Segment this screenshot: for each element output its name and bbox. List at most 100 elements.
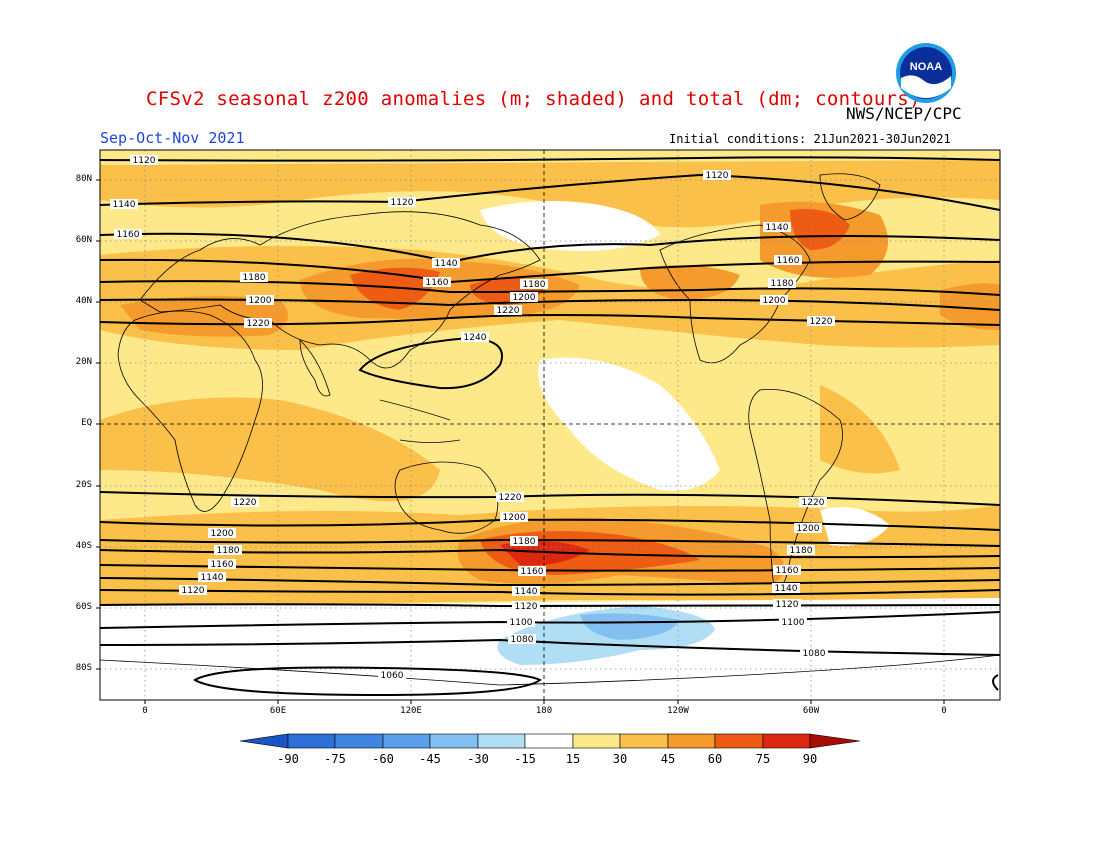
colorbar	[239, 733, 861, 749]
contour-label: 1100	[507, 617, 535, 628]
colorbar-label: 45	[660, 752, 676, 766]
colorbar-label: -90	[277, 752, 299, 766]
contour-label: 1160	[518, 566, 546, 577]
svg-text:1180: 1180	[523, 280, 546, 290]
colorbar-swatch	[429, 733, 479, 749]
lat-label: 80N	[75, 174, 92, 184]
colorbar-swatch	[762, 733, 811, 749]
contour-label: 1220	[494, 305, 522, 316]
contour-label: 1120	[773, 599, 801, 610]
lon-label: 180	[535, 706, 553, 716]
contour-label: 1080	[800, 648, 828, 659]
svg-text:1080: 1080	[803, 649, 826, 659]
colorbar-right-arrow	[809, 733, 861, 749]
contour-label: 1120	[703, 170, 731, 181]
svg-text:NOAA: NOAA	[910, 61, 942, 73]
chart-title: CFSv2 seasonal z200 anomalies (m; shaded…	[146, 88, 921, 110]
contour-labels: 1120 1120 1120 1140 1140 1140 1160 1160 …	[110, 155, 835, 681]
lon-label: 0	[941, 706, 947, 716]
contour-label: 1180	[510, 536, 538, 547]
contour-label: 1120	[512, 601, 540, 612]
colorbar-label: -45	[419, 752, 441, 766]
colorbar-label: -60	[372, 752, 394, 766]
contour-label: 1080	[508, 634, 536, 645]
svg-text:1140: 1140	[435, 259, 458, 269]
contour-label: 1200	[510, 292, 538, 303]
lat-label: 20S	[75, 480, 92, 490]
svg-text:1160: 1160	[426, 278, 449, 288]
svg-text:1140: 1140	[766, 223, 789, 233]
contour-label: 1120	[130, 155, 158, 166]
contour-label: 1160	[114, 229, 142, 240]
colorbar-swatch	[667, 733, 716, 749]
colorbar-label: -30	[467, 752, 489, 766]
lat-label: 40N	[75, 296, 92, 306]
svg-text:1180: 1180	[217, 546, 240, 556]
colorbar-swatch	[619, 733, 669, 749]
colorbar-swatch	[714, 733, 764, 749]
colorbar-swatch	[287, 733, 336, 749]
colorbar-swatch	[572, 733, 621, 749]
contour-label: 1140	[763, 222, 791, 233]
svg-text:1160: 1160	[117, 230, 140, 240]
contour-label: 1180	[787, 545, 815, 556]
contour-label: 1140	[110, 199, 138, 210]
colorbar-label: -15	[514, 752, 536, 766]
colorbar-label: 30	[612, 752, 628, 766]
svg-text:1100: 1100	[510, 618, 533, 628]
lon-label: 60W	[802, 706, 820, 716]
svg-text:1200: 1200	[763, 296, 786, 306]
colorbar-label: 90	[802, 752, 818, 766]
contour-label: 1100	[779, 617, 807, 628]
contour-label: 1060	[378, 670, 406, 681]
contour-label: 1160	[774, 255, 802, 266]
svg-text:1220: 1220	[810, 317, 833, 327]
noaa-logo-icon: NOAA	[896, 43, 956, 103]
colorbar-left-arrow	[239, 733, 289, 749]
colorbar-label: 75	[755, 752, 771, 766]
contour-label: 1240	[461, 332, 489, 343]
contour-label: 1120	[388, 197, 416, 208]
contour-label: 1160	[773, 565, 801, 576]
contour-label: 1140	[432, 258, 460, 269]
lat-label: EQ	[81, 418, 92, 428]
contour-label: 1180	[768, 278, 796, 289]
contour-label: 1140	[512, 586, 540, 597]
contour-label: 1220	[799, 497, 827, 508]
svg-text:1220: 1220	[497, 306, 520, 316]
svg-text:1100: 1100	[782, 618, 805, 628]
colorbar-swatch	[382, 733, 431, 749]
svg-text:1220: 1220	[234, 498, 257, 508]
contour-label: 1160	[208, 559, 236, 570]
contour-label: 1220	[231, 497, 259, 508]
contour-label: 1220	[807, 316, 835, 327]
lon-label: 120E	[400, 706, 422, 716]
svg-text:1160: 1160	[777, 256, 800, 266]
svg-text:1120: 1120	[182, 586, 205, 596]
contour-label: 1180	[214, 545, 242, 556]
svg-text:1120: 1120	[515, 602, 538, 612]
contour-label: 1220	[496, 492, 524, 503]
colorbar-label: -75	[324, 752, 346, 766]
svg-text:1200: 1200	[249, 296, 272, 306]
contour-label: 1220	[244, 318, 272, 329]
colorbar-label: 15	[565, 752, 581, 766]
contour-label: 1200	[208, 528, 236, 539]
lat-label: 20N	[75, 357, 92, 367]
svg-text:1200: 1200	[211, 529, 234, 539]
svg-text:1200: 1200	[513, 293, 536, 303]
contour-label: 1160	[423, 277, 451, 288]
lon-label: 120W	[667, 706, 689, 716]
svg-text:1140: 1140	[201, 573, 224, 583]
equator-dateline	[100, 150, 1000, 700]
svg-text:1200: 1200	[503, 513, 526, 523]
svg-text:1120: 1120	[133, 156, 156, 166]
svg-text:1220: 1220	[802, 498, 825, 508]
map-frame	[99, 149, 1001, 701]
colorbar-label: 60	[707, 752, 723, 766]
svg-text:1120: 1120	[706, 171, 729, 181]
svg-text:1160: 1160	[521, 567, 544, 577]
colorbar-swatch	[334, 733, 384, 749]
contour-label: 1180	[240, 272, 268, 283]
